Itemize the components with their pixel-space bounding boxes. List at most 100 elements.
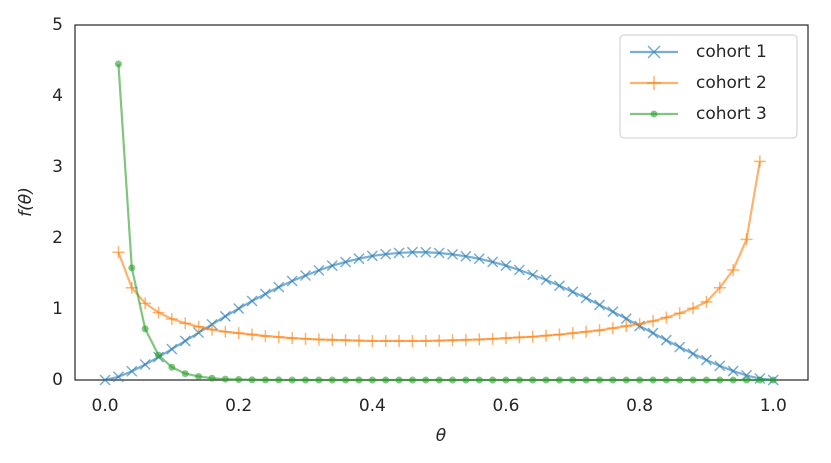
marker (729, 376, 737, 384)
marker-x (460, 250, 472, 262)
marker (380, 248, 392, 260)
marker (582, 376, 590, 384)
marker-plus (352, 334, 365, 347)
marker (352, 334, 365, 347)
marker (259, 288, 271, 300)
marker-x (647, 327, 659, 339)
y-tick-label: 4 (52, 86, 63, 106)
marker-dot (368, 376, 376, 384)
marker-dot (649, 376, 657, 384)
marker-dot (555, 376, 563, 384)
marker (473, 253, 485, 265)
marker (221, 375, 229, 383)
marker-plus (219, 325, 232, 338)
marker (475, 376, 483, 384)
marker (500, 260, 512, 272)
marker-dot (609, 376, 617, 384)
marker-x (740, 369, 753, 381)
marker-dot (422, 376, 430, 384)
marker-plus (646, 315, 659, 328)
marker (702, 376, 710, 384)
x-tick-label: 0.4 (359, 396, 386, 416)
marker (580, 292, 592, 304)
marker (473, 333, 486, 346)
marker (660, 311, 673, 324)
series-line (117, 161, 761, 343)
marker (620, 313, 632, 325)
marker-x (714, 360, 726, 372)
marker (700, 354, 712, 366)
marker-x (553, 280, 565, 292)
marker-dot (221, 375, 229, 383)
marker-dot (515, 376, 523, 384)
legend-box (619, 34, 798, 139)
marker-x (674, 341, 686, 353)
marker-plus (272, 331, 285, 344)
marker (727, 365, 739, 377)
marker-plus (379, 334, 392, 347)
marker-x (580, 292, 592, 304)
marker (232, 327, 245, 340)
marker-dot (261, 376, 269, 384)
marker (328, 376, 336, 384)
marker-plus (433, 334, 446, 347)
marker-plus (606, 322, 619, 335)
marker (542, 376, 550, 384)
marker (326, 260, 338, 272)
marker (647, 327, 659, 339)
marker (340, 256, 352, 268)
legend-label: cohort 1 (696, 42, 767, 62)
marker-dot (275, 376, 283, 384)
marker-x (353, 253, 365, 265)
marker-plus (286, 332, 299, 345)
marker-dot (288, 376, 296, 384)
marker (606, 322, 619, 335)
marker-x (366, 250, 378, 262)
marker (393, 247, 405, 259)
marker (233, 303, 245, 315)
marker (422, 376, 430, 384)
marker (192, 320, 205, 333)
marker (649, 376, 657, 384)
marker-x (259, 288, 271, 300)
y-tick-label: 0 (52, 370, 63, 390)
marker (753, 155, 766, 168)
marker (288, 376, 296, 384)
marker-plus (673, 307, 686, 320)
marker-plus (593, 324, 606, 337)
marker (152, 306, 165, 319)
marker (756, 376, 764, 384)
marker (689, 376, 697, 384)
marker-dot (729, 376, 737, 384)
marker-dot (235, 376, 243, 384)
marker-dot (114, 60, 122, 68)
marker (515, 376, 523, 384)
marker-dot (462, 376, 470, 384)
marker (420, 246, 432, 258)
marker (312, 333, 325, 346)
marker (740, 233, 753, 246)
marker (580, 325, 593, 338)
marker-plus (406, 334, 419, 347)
marker-dot (248, 376, 256, 384)
marker-x (420, 246, 432, 258)
marker (112, 246, 125, 259)
marker (513, 331, 526, 344)
marker-plus (473, 333, 486, 346)
marker (313, 264, 325, 276)
marker (181, 370, 189, 378)
marker (567, 286, 579, 298)
marker (208, 374, 216, 382)
marker-plus (112, 246, 125, 259)
marker (406, 334, 419, 347)
marker-plus (339, 334, 352, 347)
marker-plus (727, 263, 740, 276)
marker-x (99, 374, 111, 386)
marker-x (527, 269, 539, 281)
marker (449, 376, 457, 384)
marker-x (393, 247, 405, 259)
x-tick-label: 1.0 (760, 396, 787, 416)
marker (540, 274, 552, 286)
marker-plus (486, 332, 499, 345)
marker-x (567, 286, 579, 298)
